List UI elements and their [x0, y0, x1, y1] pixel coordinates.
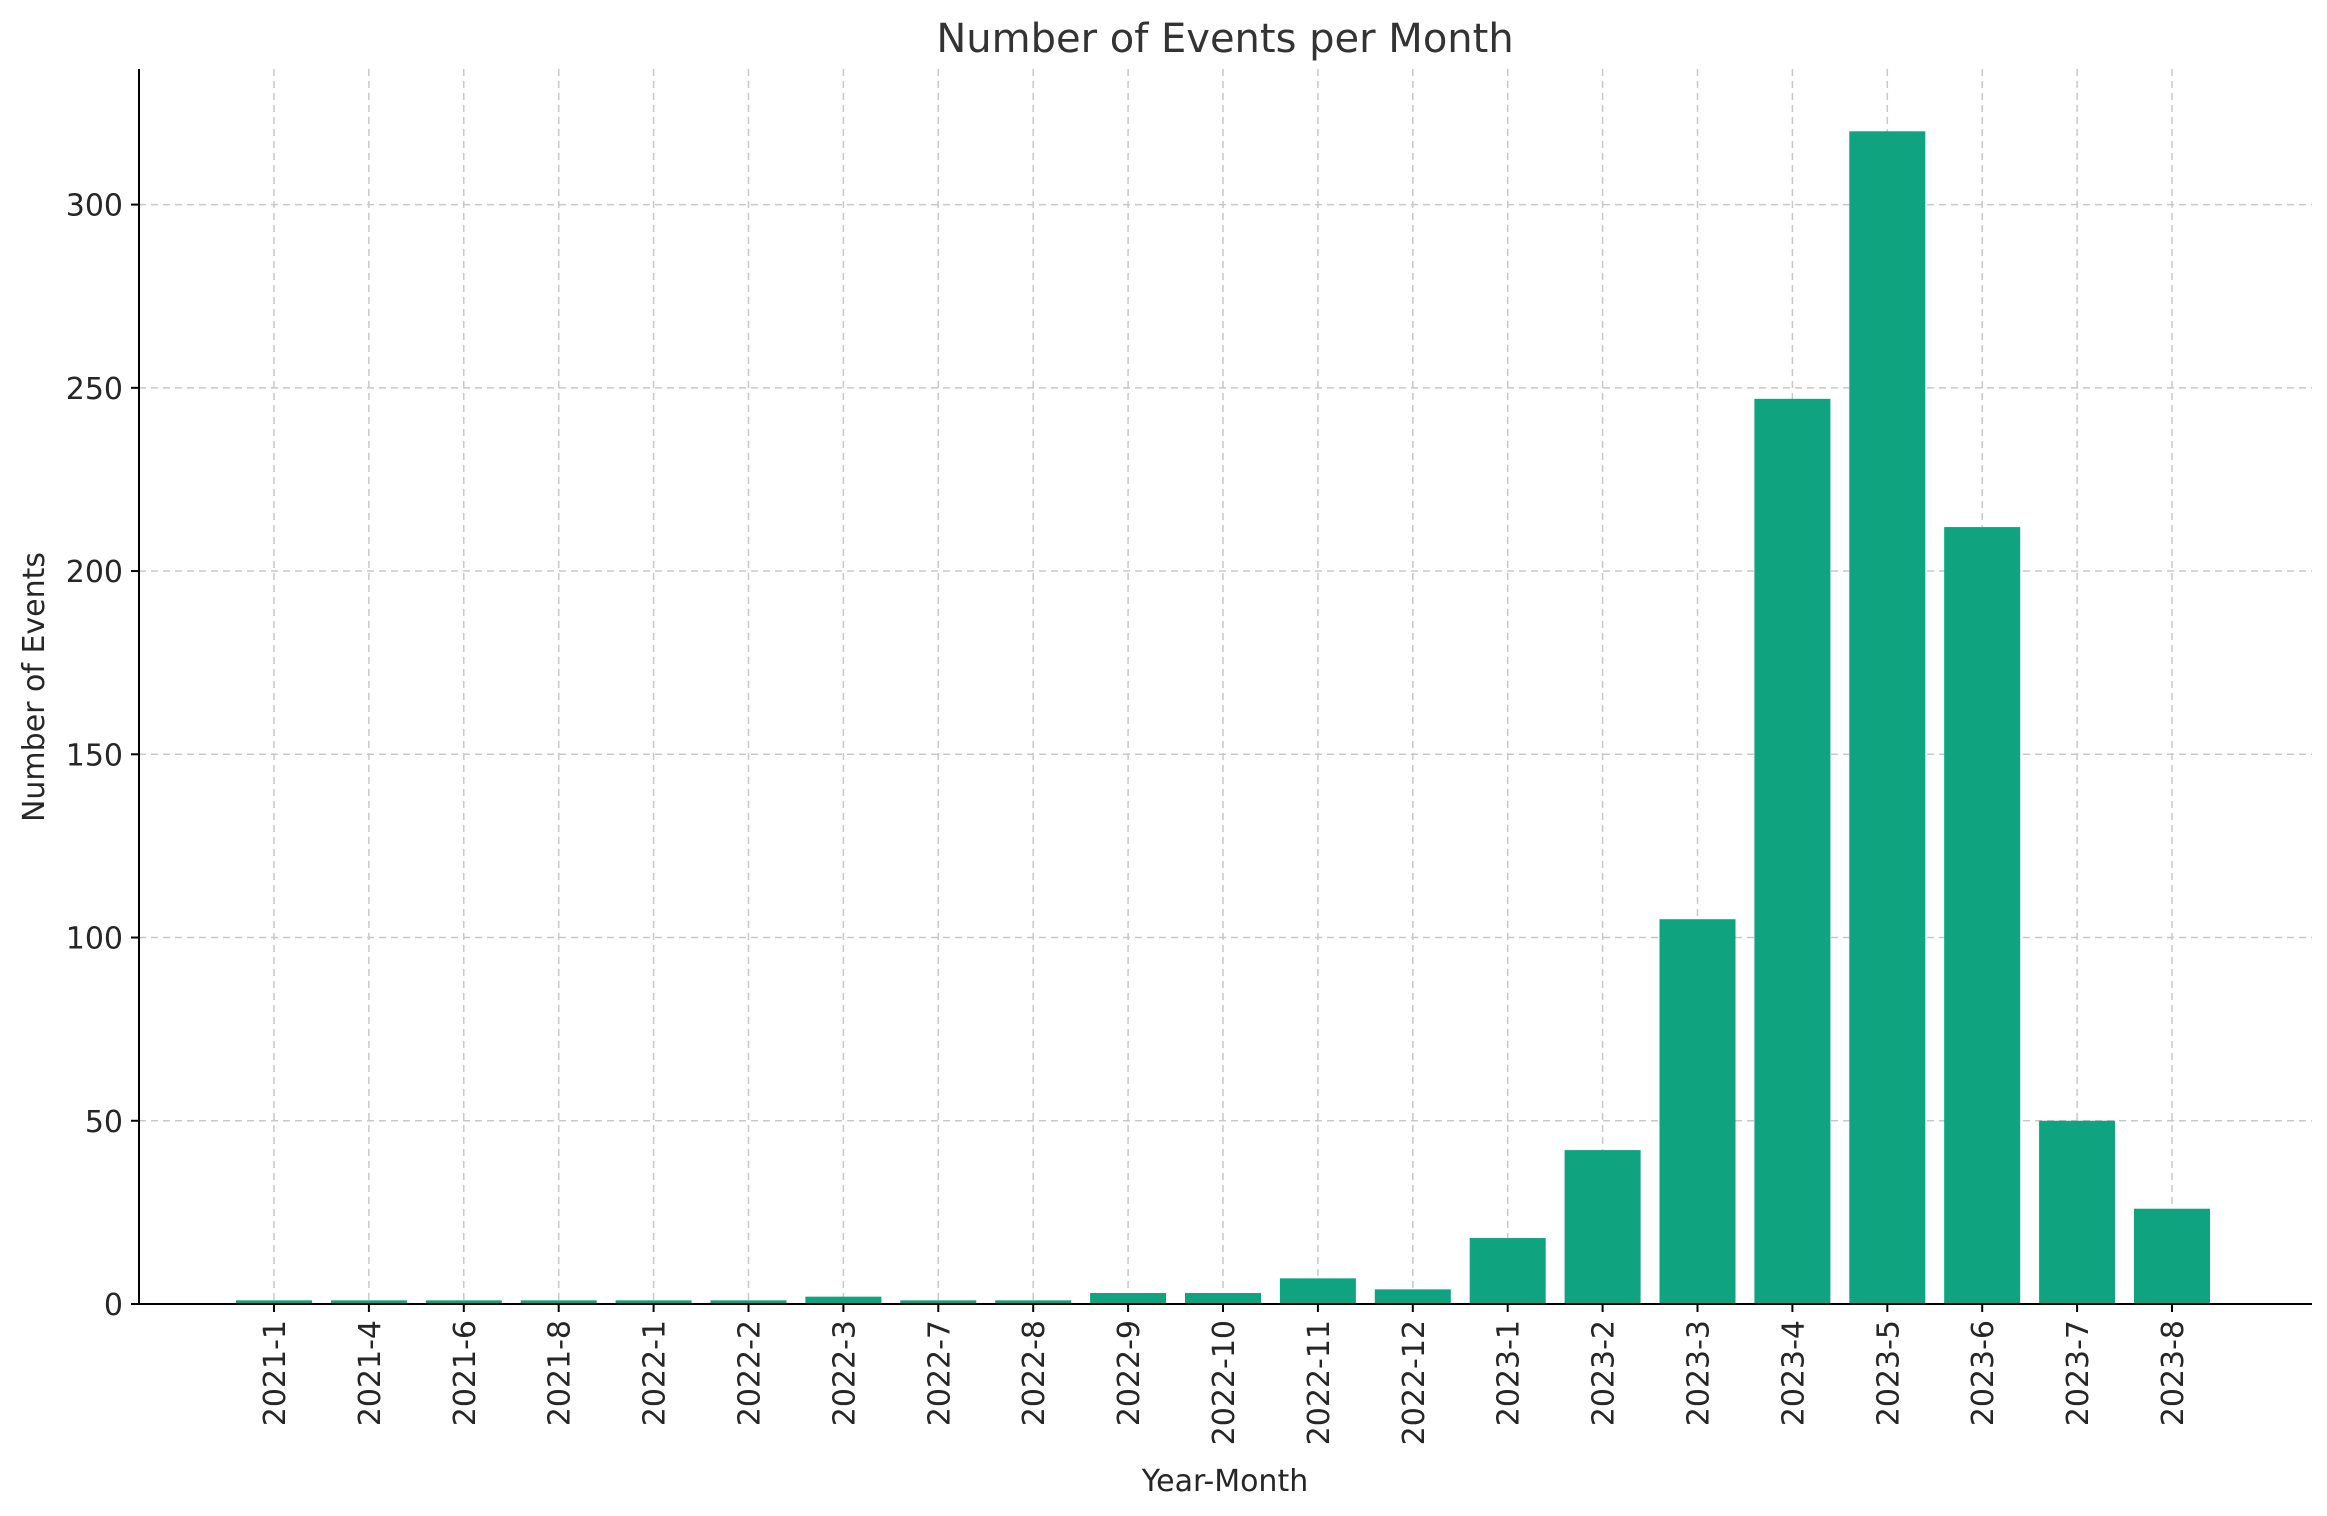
- x-tick-label: 2022-7: [922, 1320, 957, 1426]
- bar: [1659, 919, 1736, 1304]
- x-tick-label: 2021-1: [258, 1320, 293, 1426]
- x-tick-label: 2022-10: [1207, 1320, 1242, 1445]
- x-tick-label: 2022-11: [1302, 1320, 1337, 1445]
- bar: [425, 1300, 502, 1304]
- x-ticks: 2021-1 2021-4 2021-6 2021-8 2022-1 2022-2 2022…: [258, 1304, 2191, 1445]
- bars: [236, 131, 2210, 1305]
- y-tick-label: 100: [66, 922, 123, 957]
- x-tick-label: 2021-6: [448, 1320, 483, 1426]
- x-tick-label: 2022-3: [827, 1320, 862, 1426]
- x-tick-label: 2021-4: [353, 1320, 388, 1426]
- y-ticks: 0 50 100 150 200 250 300: [66, 189, 139, 1323]
- x-tick-label: 2022-8: [1017, 1320, 1052, 1426]
- bar: [2134, 1208, 2210, 1304]
- bar: [1279, 1278, 1356, 1304]
- bar: [520, 1300, 597, 1304]
- y-axis-label: Number of Events: [17, 552, 52, 822]
- bar: [615, 1300, 692, 1304]
- bar: [1185, 1293, 1261, 1304]
- x-tick-label: 2022-1: [638, 1320, 673, 1426]
- y-tick-label: 250: [66, 372, 123, 407]
- y-tick-label: 150: [66, 738, 123, 773]
- x-tick-label: 2023-7: [2061, 1320, 2096, 1426]
- y-tick-label: 200: [66, 555, 123, 590]
- bar: [805, 1296, 882, 1304]
- bar: [1849, 131, 1926, 1305]
- x-tick-label: 2023-8: [2156, 1320, 2191, 1426]
- x-tick-label: 2023-6: [1966, 1320, 2001, 1426]
- y-tick-label: 300: [66, 189, 123, 224]
- y-tick-label: 50: [85, 1105, 123, 1140]
- bar: [1564, 1150, 1641, 1304]
- bar: [995, 1300, 1072, 1304]
- x-tick-label: 2023-4: [1776, 1320, 1811, 1426]
- bar: [330, 1300, 407, 1304]
- bar: [2039, 1120, 2116, 1304]
- bar: [1090, 1293, 1167, 1304]
- x-tick-label: 2023-3: [1682, 1320, 1717, 1426]
- bar: [236, 1300, 312, 1304]
- x-tick-label: 2023-5: [1871, 1320, 1906, 1426]
- axes: [138, 69, 2312, 1305]
- chart-title: Number of Events per Month: [936, 16, 1513, 62]
- x-tick-label: 2023-2: [1587, 1320, 1622, 1426]
- x-tick-label: 2023-1: [1492, 1320, 1527, 1426]
- x-tick-label: 2022-12: [1397, 1320, 1432, 1445]
- bar: [1944, 527, 2021, 1304]
- bar: [1374, 1289, 1451, 1304]
- x-tick-label: 2022-2: [733, 1320, 768, 1426]
- bar: [900, 1300, 977, 1304]
- bar: [1754, 398, 1831, 1304]
- bar: [1469, 1238, 1546, 1304]
- y-tick-label: 0: [104, 1288, 123, 1323]
- x-axis-label: Year-Month: [1141, 1464, 1308, 1499]
- grid-lines: [139, 69, 2312, 1305]
- x-tick-label: 2021-8: [543, 1320, 578, 1426]
- x-tick-label: 2022-9: [1112, 1320, 1147, 1426]
- bar: [710, 1300, 787, 1304]
